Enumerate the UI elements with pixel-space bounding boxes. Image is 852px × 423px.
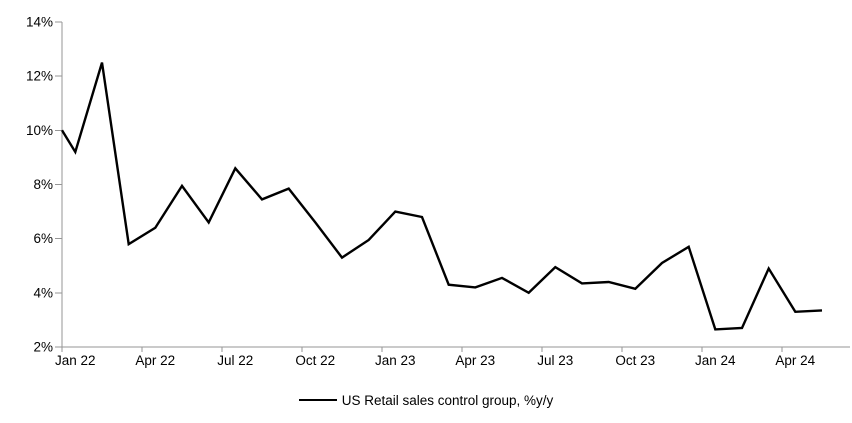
legend-series-label: US Retail sales control group, %y/y xyxy=(341,392,554,408)
x-axis-tick-label: Jul 22 xyxy=(217,353,253,368)
x-axis-tick-label: Jan 23 xyxy=(375,353,416,368)
x-axis-tick-label: Jul 23 xyxy=(537,353,573,368)
y-axis-tick-label: 4% xyxy=(33,285,53,300)
y-axis-tick-label: 12% xyxy=(26,69,53,84)
legend: US Retail sales control group, %y/y xyxy=(0,391,852,409)
series-line xyxy=(60,62,823,331)
x-axis-tick-label: Oct 22 xyxy=(295,353,335,368)
x-axis-tick-label: Apr 23 xyxy=(455,353,495,368)
y-axis-tick-label: 10% xyxy=(26,123,53,138)
x-axis-tick-label: Oct 23 xyxy=(615,353,655,368)
y-axis-tick-label: 6% xyxy=(33,231,53,246)
y-axis-tick-label: 2% xyxy=(33,340,53,355)
legend-line-sample xyxy=(298,399,337,401)
x-axis-tick-label: Jan 24 xyxy=(695,353,736,368)
x-axis-tick-label: Apr 24 xyxy=(775,353,815,368)
x-axis-tick-label: Apr 22 xyxy=(135,353,175,368)
y-axis-tick-label: 14% xyxy=(26,15,53,30)
y-axis-tick-label: 8% xyxy=(33,177,53,192)
x-axis-tick-label: Jan 22 xyxy=(55,353,96,368)
